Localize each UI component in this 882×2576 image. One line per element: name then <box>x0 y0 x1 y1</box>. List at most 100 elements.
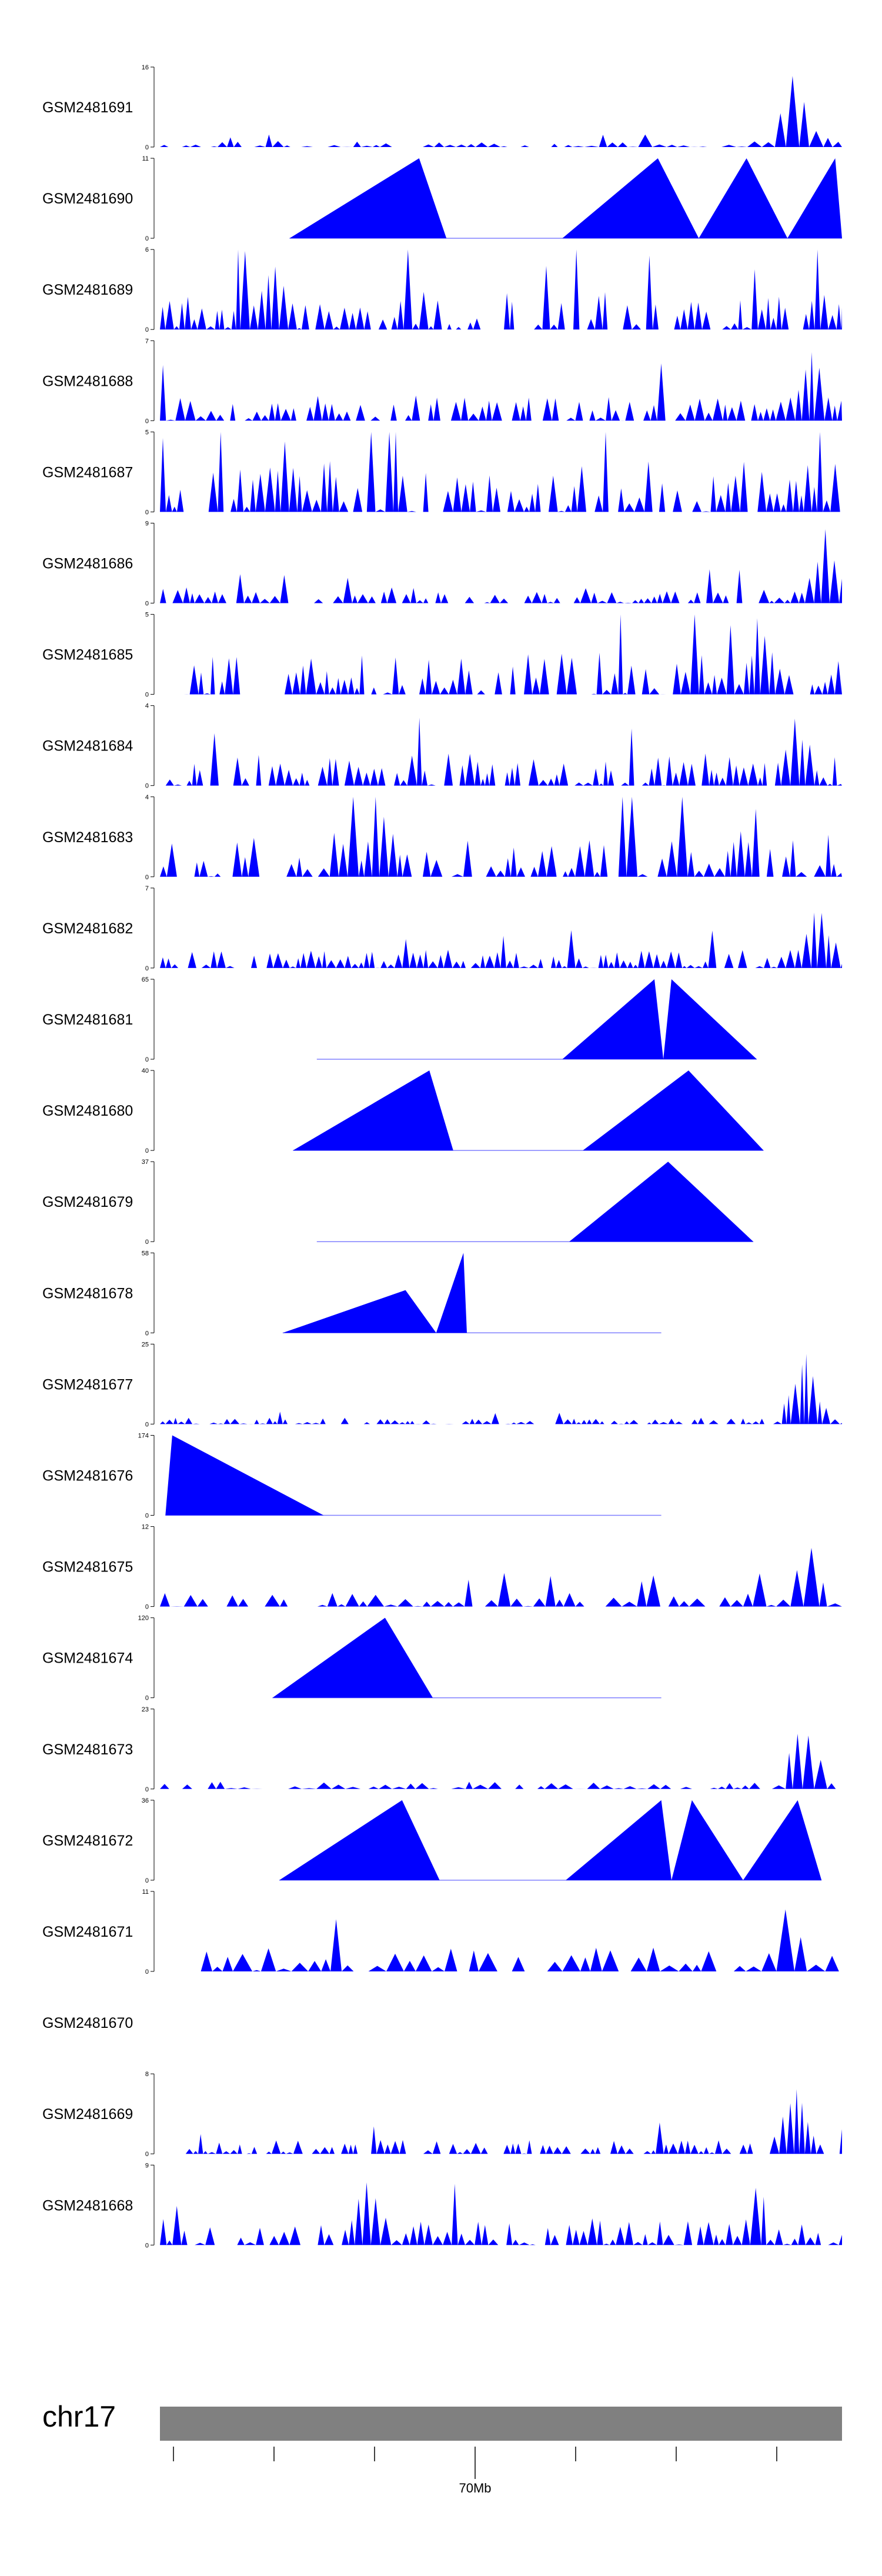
track-label: GSM2481680 <box>42 1103 133 1119</box>
track-GSM2481688: GSM2481688 7 0 <box>42 338 842 425</box>
track-GSM2481687: GSM2481687 5 0 <box>42 429 842 516</box>
track-label: GSM2481682 <box>42 920 133 937</box>
y-tick-label-max: 8 <box>145 2071 149 2078</box>
coverage-area <box>293 1070 764 1151</box>
y-tick-label-min: 0 <box>145 2151 149 2158</box>
y-tick-label-max: 12 <box>142 1524 149 1531</box>
track-GSM2481670: GSM2481670 <box>42 2015 133 2031</box>
y-tick-label-min: 0 <box>145 874 149 881</box>
track-GSM2481679: GSM2481679 37 0 <box>42 1159 754 1246</box>
coverage-area <box>160 796 842 877</box>
coverage-area <box>160 432 842 512</box>
track-GSM2481691: GSM2481691 16 0 <box>42 64 842 151</box>
y-tick-label-max: 7 <box>145 338 149 345</box>
y-tick-label-max: 11 <box>142 155 149 162</box>
coverage-area <box>279 1800 822 1880</box>
y-tick-label-min: 0 <box>145 600 149 608</box>
track-GSM2481689: GSM2481689 6 0 <box>42 246 842 333</box>
y-tick-label-min: 0 <box>145 235 149 242</box>
track-GSM2481672: GSM2481672 36 0 <box>42 1797 822 1884</box>
y-tick-label-max: 5 <box>145 429 149 436</box>
track-label: GSM2481690 <box>42 191 133 207</box>
coverage-area <box>160 1547 842 1607</box>
track-GSM2481674: GSM2481674 120 0 <box>42 1615 662 1702</box>
y-tick-label-min: 0 <box>145 1330 149 1337</box>
coverage-area <box>160 912 842 968</box>
coverage-area <box>160 1734 842 1789</box>
y-tick-label-max: 5 <box>145 612 149 619</box>
y-tick-label-min: 0 <box>145 1604 149 1611</box>
coverage-area <box>562 979 757 1059</box>
track-GSM2481684: GSM2481684 4 0 <box>42 703 842 790</box>
y-tick-label-min: 0 <box>145 1147 149 1154</box>
y-tick-label-max: 9 <box>145 2162 149 2169</box>
y-tick-label-max: 174 <box>138 1433 149 1440</box>
tracks-layer: GSM2481691160GSM2481690110GSM248168960GS… <box>42 64 843 2249</box>
coverage-area <box>289 158 842 239</box>
track-GSM2481668: GSM2481668 9 0 <box>42 2162 842 2249</box>
track-label: GSM2481675 <box>42 1559 133 1576</box>
track-GSM2481676: GSM2481676 174 0 <box>42 1433 662 1520</box>
track-label: GSM2481672 <box>42 1833 133 1849</box>
y-tick-label-max: 4 <box>145 794 149 801</box>
coverage-area <box>160 249 842 330</box>
y-tick-label-min: 0 <box>145 1056 149 1063</box>
track-label: GSM2481691 <box>42 99 133 116</box>
track-label: GSM2481687 <box>42 464 133 481</box>
coverage-area <box>160 2089 842 2154</box>
coverage-area <box>160 1354 842 1424</box>
track-GSM2481675: GSM2481675 12 0 <box>42 1524 842 1611</box>
y-tick-label-max: 65 <box>142 976 149 983</box>
track-GSM2481682: GSM2481682 7 0 <box>42 885 842 972</box>
y-tick-label-max: 6 <box>145 246 149 253</box>
y-tick-label-max: 120 <box>138 1615 149 1622</box>
track-GSM2481681: GSM2481681 65 0 <box>42 976 757 1063</box>
y-tick-label-max: 9 <box>145 520 149 528</box>
track-label: GSM2481683 <box>42 829 133 846</box>
y-tick-label-max: 37 <box>142 1159 149 1166</box>
y-tick-label-min: 0 <box>145 509 149 516</box>
track-label: GSM2481689 <box>42 282 133 298</box>
coverage-area <box>272 1617 433 1698</box>
coverage-area <box>201 1909 843 1971</box>
y-tick-label-min: 0 <box>145 965 149 972</box>
y-tick-label-min: 0 <box>145 2242 149 2249</box>
track-label: GSM2481674 <box>42 1650 133 1667</box>
track-label: GSM2481678 <box>42 1285 133 1302</box>
coverage-area <box>160 529 842 603</box>
y-tick-label-min: 0 <box>145 1786 149 1793</box>
track-label: GSM2481679 <box>42 1194 133 1210</box>
track-GSM2481685: GSM2481685 5 0 <box>42 612 843 699</box>
y-tick-label-min: 0 <box>145 326 149 333</box>
track-label: GSM2481688 <box>42 373 133 389</box>
track-label: GSM2481670 <box>42 2015 133 2031</box>
track-label: GSM2481677 <box>42 1376 133 1393</box>
coverage-area <box>160 76 842 147</box>
track-GSM2481690: GSM2481690 11 0 <box>42 155 842 242</box>
y-tick-label-max: 11 <box>142 1888 149 1896</box>
y-tick-label-max: 36 <box>142 1797 149 1804</box>
track-GSM2481680: GSM2481680 40 0 <box>42 1067 764 1154</box>
coverage-area <box>569 1162 754 1242</box>
y-tick-label-max: 16 <box>142 64 149 71</box>
track-GSM2481677: GSM2481677 25 0 <box>42 1341 842 1428</box>
y-tick-label-min: 0 <box>145 1513 149 1520</box>
track-label: GSM2481684 <box>42 738 133 755</box>
track-label: GSM2481673 <box>42 1741 133 1758</box>
track-GSM2481686: GSM2481686 9 0 <box>42 520 842 608</box>
track-label: GSM2481676 <box>42 1468 133 1484</box>
y-tick-label-max: 7 <box>145 885 149 892</box>
y-tick-label-min: 0 <box>145 418 149 425</box>
track-GSM2481683: GSM2481683 4 0 <box>42 794 842 881</box>
y-tick-label-max: 58 <box>142 1250 149 1257</box>
track-GSM2481678: GSM2481678 58 0 <box>42 1250 662 1337</box>
y-tick-label-max: 4 <box>145 703 149 710</box>
y-tick-label-min: 0 <box>145 1695 149 1702</box>
y-tick-label-min: 0 <box>145 1968 149 1976</box>
track-label: GSM2481685 <box>42 647 133 663</box>
y-tick-label-max: 25 <box>142 1341 149 1348</box>
coverage-area <box>160 2182 842 2245</box>
y-tick-label-min: 0 <box>145 1877 149 1884</box>
track-label: GSM2481668 <box>42 2197 133 2214</box>
